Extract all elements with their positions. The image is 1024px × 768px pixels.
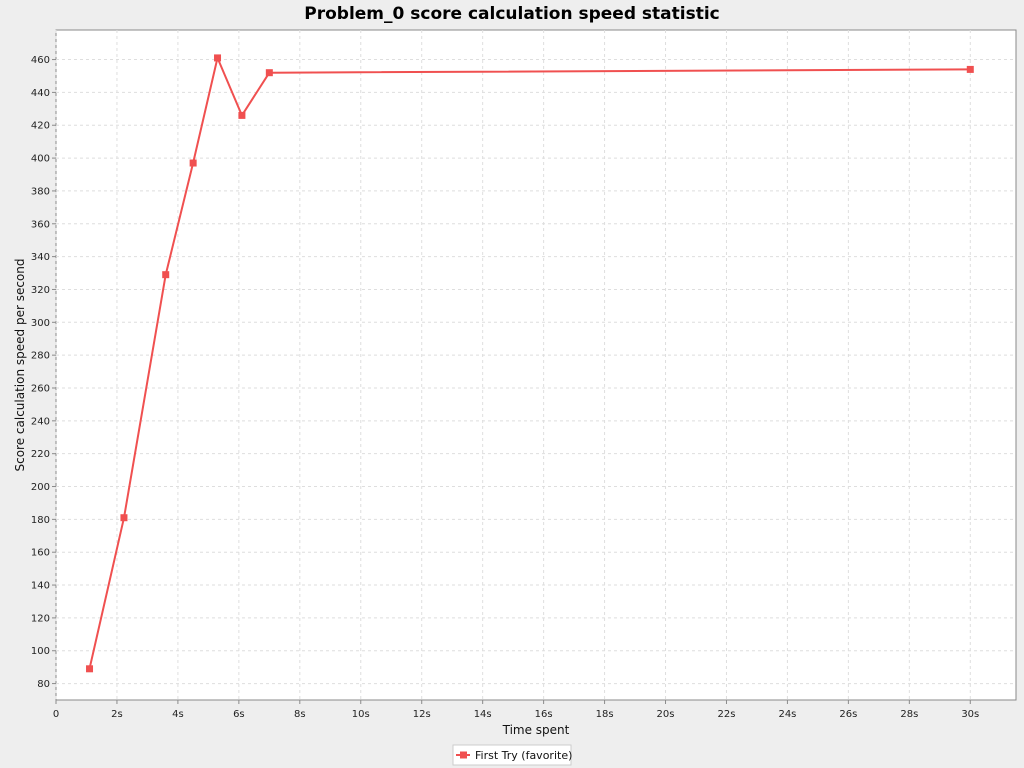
y-tick-label: 420 [31,121,50,132]
data-point [966,65,974,73]
legend-marker-icon [460,751,467,759]
y-tick-label: 360 [31,219,50,230]
x-tick-label: 18s [596,709,614,720]
x-tick-label: 28s [900,709,918,720]
data-point [86,665,94,673]
data-point [120,514,128,522]
x-tick-label: 12s [413,709,431,720]
x-tick-label: 4s [172,709,184,720]
data-point [238,111,246,119]
y-axis-ticks: 80 100 120 140 160 180 200 220 240 260 280 300 320 34… [31,55,56,690]
y-tick-label: 220 [31,449,50,460]
y-tick-label: 460 [31,55,50,66]
y-tick-label: 260 [31,383,50,394]
y-tick-label: 380 [31,186,50,197]
data-point [214,54,222,62]
x-tick-label: 26s [839,709,857,720]
y-tick-label: 160 [31,548,50,559]
x-tick-label: 6s [233,709,245,720]
legend-box [452,744,572,766]
y-tick-label: 180 [31,515,50,526]
data-point [162,271,170,279]
x-tick-label: 22s [718,709,736,720]
y-tick-label: 400 [31,154,50,165]
plot-area [55,29,1017,701]
y-tick-label: 300 [31,318,50,329]
y-tick-label: 320 [31,285,50,296]
x-axis-ticks: 0 2s 4s 6s 8s 10s 12s 14s 16s 18s 20s 22s 24s 26s 28s 3… [53,700,979,720]
chart-title: Problem_0 score calculation speed statis… [304,4,719,24]
y-tick-label: 200 [31,482,50,493]
y-tick-label: 440 [31,88,50,99]
data-point [189,159,197,167]
x-tick-label: 24s [778,709,796,720]
y-tick-label: 280 [31,351,50,362]
x-tick-label: 30s [961,709,979,720]
legend-label: First Try (favorite) [475,749,572,762]
x-tick-label: 14s [474,709,492,720]
gridlines [55,30,1016,700]
x-tick-label: 10s [352,709,370,720]
data-point [265,69,273,77]
y-axis-label: Score calculation speed per second [13,258,27,471]
x-tick-label: 2s [111,709,123,720]
y-tick-label: 100 [31,646,50,657]
series-layer [86,54,974,673]
x-tick-label: 8s [294,709,306,720]
x-tick-label: 20s [657,709,675,720]
y-tick-label: 120 [31,613,50,624]
y-tick-label: 240 [31,416,50,427]
x-tick-label: 16s [535,709,553,720]
x-axis-label: Time spent [502,723,570,737]
y-tick-label: 80 [37,679,50,690]
series-line [88,56,971,670]
x-tick-label: 0 [53,709,59,720]
y-tick-label: 340 [31,252,50,263]
y-tick-label: 140 [31,581,50,592]
legend: First Try (favorite) [452,744,572,766]
